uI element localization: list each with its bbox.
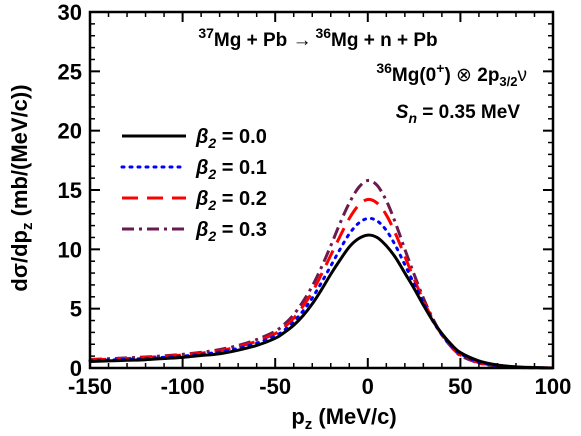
- y-tick-label: 15: [58, 178, 82, 203]
- reaction-text-1: Mg + Pb: [214, 30, 293, 51]
- sn-sub: n: [408, 110, 417, 126]
- x-tick-label: 100: [535, 374, 572, 399]
- y-tick-label: 5: [70, 297, 82, 322]
- reaction-mass-1: 37: [198, 25, 214, 41]
- config-sub: 3/2: [499, 74, 517, 89]
- config-nu: ν: [518, 65, 528, 86]
- legend: β2 = 0.0β2 = 0.1β2 = 0.2β2 = 0.3: [120, 126, 267, 244]
- x-tick-label: -100: [161, 374, 205, 399]
- y-tick-label: 20: [58, 119, 82, 144]
- series-line-beta-0: [89, 233, 554, 370]
- series-line-beta-1: [88, 216, 555, 370]
- y-tick-label: 25: [58, 59, 82, 84]
- x-label-sub: z: [305, 416, 313, 433]
- config-sup: +: [436, 60, 444, 76]
- legend-value: = 0.3: [216, 219, 267, 241]
- legend-beta-sub: 2: [207, 197, 216, 213]
- y-label-rest: (mb/(MeV/c)): [7, 84, 32, 222]
- y-tick-label: 0: [70, 356, 82, 381]
- config-text-2: ): [444, 65, 456, 86]
- legend-beta-sub: 2: [207, 228, 216, 244]
- legend-label-2: β2 = 0.2: [195, 188, 267, 213]
- x-tick-label: 50: [448, 374, 472, 399]
- sn-value: = 0.35 MeV: [417, 102, 520, 123]
- config-text-3: 2p: [472, 65, 499, 86]
- config-mass: 36: [376, 60, 392, 76]
- config-otimes: ⊗: [456, 65, 472, 86]
- annotation-configuration: 36Mg(0+) ⊗ 2p3/2ν: [376, 60, 527, 89]
- y-label-sigma: σ: [7, 263, 32, 278]
- sn-symbol: S: [396, 102, 409, 123]
- x-label-main: p: [291, 404, 304, 429]
- legend-label-1: β2 = 0.1: [195, 157, 267, 182]
- curves-layer: [88, 178, 555, 370]
- legend-beta-symbol: β: [195, 157, 208, 179]
- config-text-1: Mg(0: [392, 65, 436, 86]
- annotation-reaction: 37Mg + Pb → 36Mg + n + Pb: [198, 25, 437, 51]
- legend-beta-sub: 2: [207, 166, 216, 182]
- x-axis-label: pz (MeV/c): [291, 404, 396, 433]
- legend-label-0: β2 = 0.0: [195, 126, 267, 151]
- legend-beta-symbol: β: [195, 126, 208, 148]
- reaction-mass-2: 36: [312, 25, 332, 41]
- legend-beta-symbol: β: [195, 219, 208, 241]
- x-tick-label: -50: [259, 374, 291, 399]
- legend-beta-symbol: β: [195, 188, 208, 210]
- y-axis-label: dσ/dpz (mb/(MeV/c)): [7, 84, 36, 291]
- reaction-arrow: →: [293, 30, 312, 51]
- x-tick-label: -150: [68, 374, 112, 399]
- annotation-separation-energy: Sn = 0.35 MeV: [396, 102, 521, 126]
- y-label-sub: z: [19, 223, 36, 231]
- x-tick-label: 0: [362, 374, 374, 399]
- y-label-d: d: [7, 278, 32, 291]
- legend-label-3: β2 = 0.3: [195, 219, 267, 244]
- y-label-dp: /dp: [7, 230, 32, 263]
- legend-value: = 0.2: [216, 188, 267, 210]
- y-tick-label: 10: [58, 237, 82, 262]
- x-label-rest: (MeV/c): [312, 404, 396, 429]
- reaction-text-2: Mg + n + Pb: [331, 30, 438, 51]
- axis-ticks: -150 -100 -50 0 50 100 0 5 10 15 20 25 30: [58, 0, 572, 399]
- legend-beta-sub: 2: [207, 135, 216, 151]
- legend-value: = 0.1: [216, 157, 267, 179]
- legend-value: = 0.0: [216, 126, 267, 148]
- y-tick-label: 30: [58, 0, 82, 25]
